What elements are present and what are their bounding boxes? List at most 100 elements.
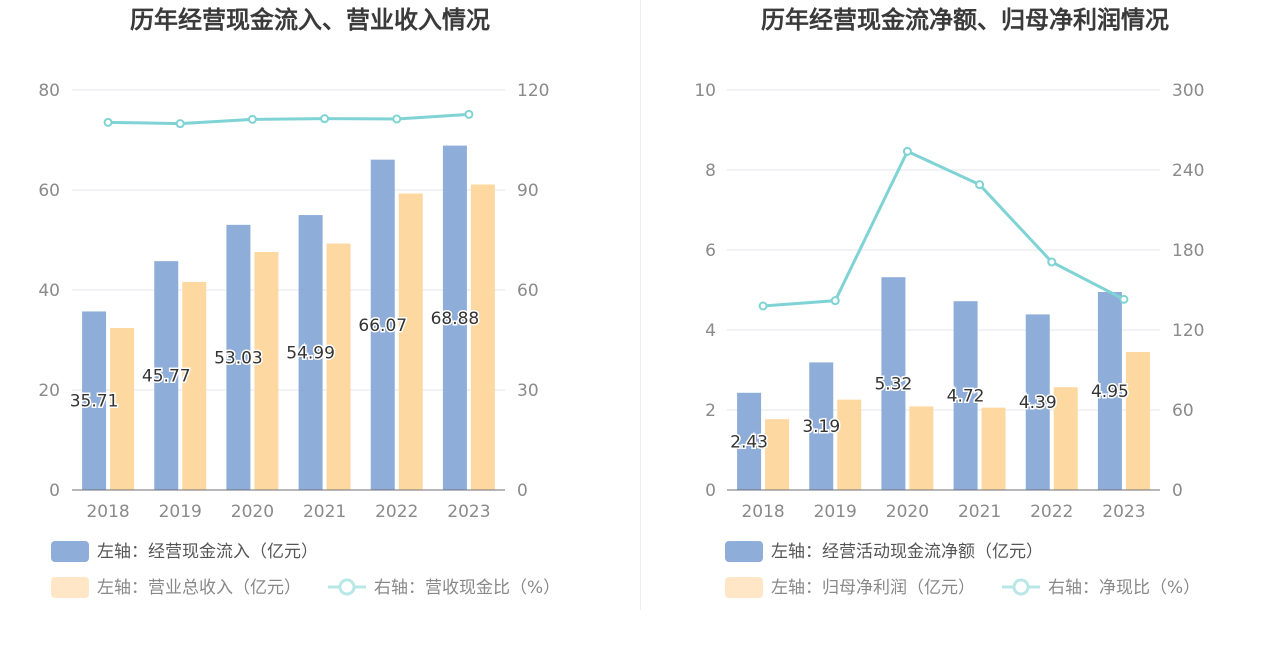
data-label: 53.03: [214, 348, 263, 368]
bar: [254, 252, 279, 490]
data-label: 54.99: [286, 344, 335, 364]
legend-swatch-cash-inflow: [51, 541, 89, 562]
bar: [398, 193, 423, 490]
y-left-tick-label: 0: [705, 481, 716, 501]
panel-divider: [640, 0, 641, 610]
bar: [298, 215, 323, 491]
y-right-tick-label: 120: [517, 81, 549, 101]
y-right-tick-label: 240: [1172, 161, 1204, 181]
legend-swatch-net-profit: [725, 577, 763, 598]
chart-title: 历年经营现金流入、营业收入情况: [130, 6, 490, 34]
chart-left-svg: 历年经营现金流入、营业收入情况 0 20 40 60 80 0 30 60 90 120 2018 2…: [38, 6, 560, 598]
bar: [765, 419, 790, 490]
y-right-tick-label: 180: [1172, 241, 1204, 261]
bar: [1097, 292, 1122, 490]
line-point: [103, 117, 113, 127]
line-point: [247, 114, 257, 124]
legend-label-ratio[interactable]: 右轴：净现比（%）: [1048, 578, 1200, 598]
plot-area: 0 2 4 6 8 10 0 60 120 180 240 300 2018 2019 2020 2021 20…: [694, 81, 1204, 522]
line-point: [830, 296, 840, 306]
x-tick-label: 2020: [231, 502, 274, 522]
data-label: 4.39: [1019, 393, 1057, 413]
x-tick-label: 2018: [741, 502, 784, 522]
bar: [881, 277, 906, 490]
line-point: [1119, 294, 1129, 304]
data-label: 3.19: [802, 417, 840, 437]
bar: [837, 399, 862, 490]
y-left-tick-label: 60: [38, 181, 60, 201]
y-right-tick-label: 300: [1172, 81, 1204, 101]
plot-area: 0 20 40 60 80 0 30 60 90 120 2018 2019 2020 2021 2022 2…: [38, 81, 549, 522]
series-line: [762, 149, 1125, 308]
y-right-tick-label: 120: [1172, 321, 1204, 341]
series-line: [108, 112, 470, 126]
bar: [1125, 352, 1150, 490]
legend-label-cash-inflow[interactable]: 左轴：经营现金流入（亿元）: [97, 542, 318, 562]
chart-panel-left: 历年经营现金流入、营业收入情况 0 20 40 60 80 0 30 60 90 120 2018 2…: [38, 6, 560, 598]
legend-swatch-net-cash: [725, 541, 763, 562]
legend-label-net-cash[interactable]: 左轴：经营活动现金流净额（亿元）: [771, 542, 1043, 562]
line-point: [392, 114, 402, 124]
y-right-tick-label: 30: [517, 381, 539, 401]
legend-swatch-revenue: [51, 577, 89, 598]
y-left-tick-label: 10: [694, 81, 716, 101]
bar: [82, 311, 107, 490]
y-right-tick-label: 0: [517, 481, 528, 501]
data-label: 5.32: [874, 375, 912, 395]
chart-title: 历年经营现金流净额、归母净利润情况: [761, 6, 1169, 34]
bar: [182, 282, 207, 490]
data-label: 4.95: [1091, 382, 1129, 402]
y-left-tick-label: 0: [49, 481, 60, 501]
bar: [370, 159, 395, 490]
legend[interactable]: 左轴：经营活动现金流净额（亿元） 左轴：归母净利润（亿元） 右轴：净现比（%）: [725, 541, 1200, 598]
y-left-tick-label: 40: [38, 281, 60, 301]
bar: [737, 392, 762, 490]
bar: [110, 328, 135, 490]
x-tick-label: 2021: [303, 502, 346, 522]
bar: [442, 145, 467, 490]
y-left-tick-label: 6: [705, 241, 716, 261]
bar: [809, 362, 834, 490]
chart-right-svg: 历年经营现金流净额、归母净利润情况 0 2 4 6 8 10 0 60 120 180 240 300…: [694, 6, 1204, 598]
line-point: [758, 301, 768, 311]
line-point: [902, 146, 912, 156]
y-right-tick-label: 60: [1172, 401, 1194, 421]
bar: [909, 406, 934, 490]
data-label: 45.77: [142, 367, 191, 387]
legend-marker-icon: [338, 578, 356, 596]
legend[interactable]: 左轴：经营现金流入（亿元） 左轴：营业总收入（亿元） 右轴：营收现金比（%）: [51, 541, 560, 598]
y-right-tick-label: 60: [517, 281, 539, 301]
bar: [953, 301, 978, 490]
legend-label-revenue[interactable]: 左轴：营业总收入（亿元）: [97, 578, 301, 598]
x-tick-label: 2019: [159, 502, 202, 522]
data-label: 2.43: [730, 432, 768, 452]
chart-panel-right: 历年经营现金流净额、归母净利润情况 0 2 4 6 8 10 0 60 120 180 240 300…: [641, 0, 1275, 655]
x-tick-label: 2021: [958, 502, 1001, 522]
line-point: [1047, 257, 1057, 267]
line-point: [320, 114, 330, 124]
legend-label-net-profit[interactable]: 左轴：归母净利润（亿元）: [771, 578, 975, 598]
bar: [981, 407, 1006, 490]
bar: [1053, 387, 1078, 490]
x-tick-label: 2023: [447, 502, 490, 522]
x-tick-label: 2022: [375, 502, 418, 522]
y-left-tick-label: 80: [38, 81, 60, 101]
bar: [226, 224, 251, 490]
x-tick-label: 2019: [814, 502, 857, 522]
y-right-tick-label: 90: [517, 181, 539, 201]
legend-label-ratio[interactable]: 右轴：营收现金比（%）: [374, 578, 560, 598]
data-label: 35.71: [70, 392, 119, 412]
legend-marker-icon: [1012, 578, 1030, 596]
data-label: 68.88: [431, 309, 480, 329]
line-point: [975, 180, 985, 190]
y-left-tick-label: 4: [705, 321, 716, 341]
bar: [326, 243, 351, 490]
x-tick-label: 2018: [86, 502, 129, 522]
y-left-tick-label: 2: [705, 401, 716, 421]
y-right-tick-label: 0: [1172, 481, 1183, 501]
x-tick-label: 2020: [886, 502, 929, 522]
data-label: 66.07: [358, 316, 407, 336]
data-label: 4.72: [947, 387, 985, 407]
line-point: [175, 119, 185, 129]
bar: [1025, 314, 1050, 490]
